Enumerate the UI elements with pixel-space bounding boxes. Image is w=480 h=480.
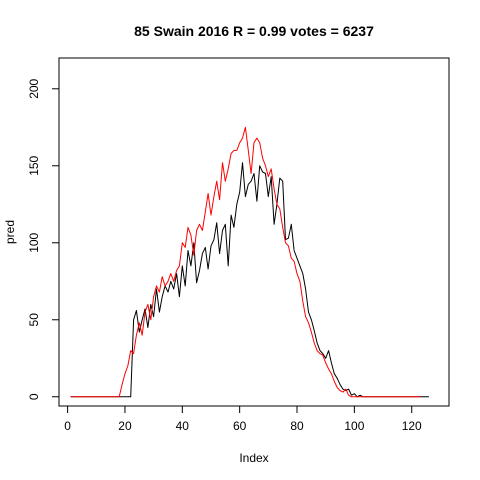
- y-tick-label: 200: [27, 78, 41, 98]
- x-tick-label: 100: [344, 419, 364, 433]
- y-tick-label: 100: [27, 232, 41, 252]
- y-axis: 0 50 100 150 200: [27, 78, 60, 400]
- series-line-2: [70, 126, 421, 398]
- x-tick-label: 20: [118, 419, 132, 433]
- x-tick-label: 80: [290, 419, 304, 433]
- series-layer: [70, 126, 429, 398]
- x-tick-label: 60: [233, 419, 247, 433]
- y-tick-label: 50: [27, 313, 41, 327]
- x-tick-label: 0: [64, 419, 71, 433]
- y-tick-label: 0: [27, 393, 41, 400]
- x-axis: 0 20 40 60 80 100 120: [64, 405, 422, 433]
- y-axis-label: pred: [3, 220, 17, 244]
- x-axis-label: Index: [239, 451, 268, 465]
- x-tick-label: 40: [176, 419, 190, 433]
- x-tick-label: 120: [402, 419, 422, 433]
- plot-frame: [58, 57, 450, 407]
- y-tick-label: 150: [27, 155, 41, 175]
- chart-title: 85 Swain 2016 R = 0.99 votes = 6237: [134, 23, 374, 39]
- series-line-1: [70, 162, 429, 398]
